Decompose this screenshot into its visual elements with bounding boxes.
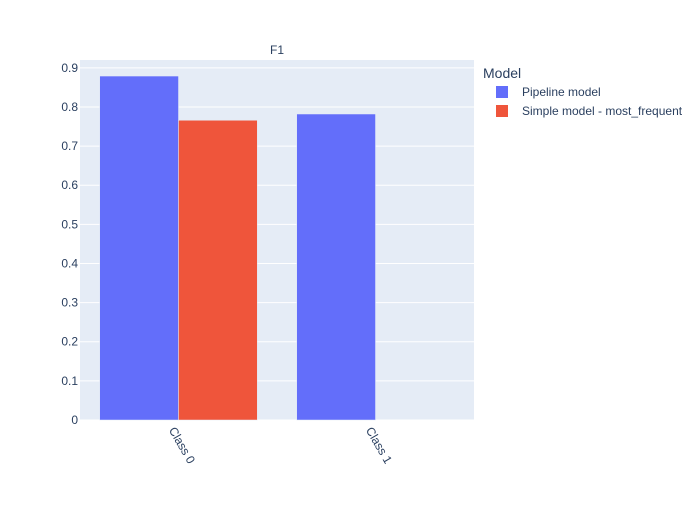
legend-item-label[interactable]: Simple model - most_frequent xyxy=(522,104,683,118)
chart-title: F1 xyxy=(270,43,284,57)
y-tick-label: 0.7 xyxy=(61,139,78,153)
y-tick-label: 0.6 xyxy=(61,178,78,192)
legend-swatch[interactable] xyxy=(496,105,508,117)
bar[interactable] xyxy=(296,113,376,421)
legend[interactable]: Model Pipeline model Simple model - most_… xyxy=(483,65,683,118)
y-tick-label: 0.2 xyxy=(61,335,78,349)
legend-swatch[interactable] xyxy=(496,86,508,98)
y-tick-label: 0.3 xyxy=(61,296,78,310)
x-tick-label: Class 0 xyxy=(166,425,198,467)
y-tick-label: 0.1 xyxy=(61,374,78,388)
y-tick-label: 0.9 xyxy=(61,61,78,75)
y-tick-label: 0.4 xyxy=(61,256,78,270)
x-tick-label: Class 1 xyxy=(363,425,395,467)
y-tick-label: 0.8 xyxy=(61,100,78,114)
legend-title: Model xyxy=(483,65,521,81)
bar[interactable] xyxy=(178,120,258,421)
y-tick-label: 0.5 xyxy=(61,217,78,231)
x-axis-ticks: Class 0 Class 1 xyxy=(166,425,395,467)
bar[interactable] xyxy=(99,75,179,421)
bars-group xyxy=(99,75,376,421)
y-axis-ticks: 0 0.1 0.2 0.3 0.4 0.5 0.6 0.7 0.8 0.9 xyxy=(61,61,78,427)
legend-item-label[interactable]: Pipeline model xyxy=(522,85,601,99)
y-tick-label: 0 xyxy=(71,413,78,427)
